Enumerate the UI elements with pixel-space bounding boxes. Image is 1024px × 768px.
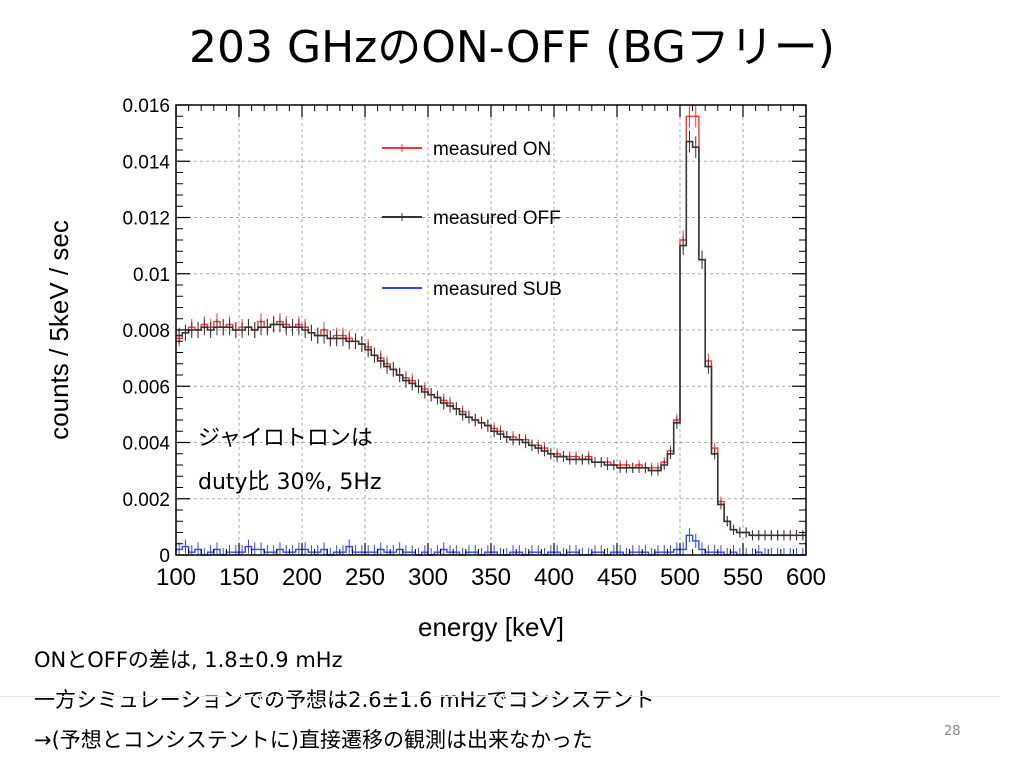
x-tick-label: 400 xyxy=(534,564,574,591)
y-tick-label: 0.008 xyxy=(122,321,170,342)
footer-line-simulation: 一方シミュレーションでの予想は2.6±1.6 mHzでコンシステント xyxy=(34,688,655,712)
annotation-gyrotron: ジャイロトロンは xyxy=(198,426,373,451)
axis-ticks: 100 150 200 250 300 350 400 450 500 550 600 0 0.002 0… xyxy=(122,96,826,591)
series-line-1 xyxy=(176,140,806,537)
y-tick-label: 0.004 xyxy=(122,434,170,455)
y-tick-label: 0.012 xyxy=(122,209,170,230)
x-tick-label: 500 xyxy=(660,564,700,591)
x-tick-label: 200 xyxy=(282,564,322,591)
x-tick-label: 300 xyxy=(408,564,448,591)
y-tick-label: 0.002 xyxy=(122,490,170,511)
x-tick-label: 450 xyxy=(597,564,637,591)
legend-label-0: measured ON xyxy=(433,139,551,160)
y-tick-label: 0.01 xyxy=(133,265,170,286)
legend-label-1: measured OFF xyxy=(433,208,561,229)
x-tick-label: 150 xyxy=(219,564,259,591)
legend-label-2: measured SUB xyxy=(433,279,562,300)
grid xyxy=(176,105,806,555)
x-tick-label: 100 xyxy=(156,564,196,591)
y-tick-label: 0.006 xyxy=(122,377,170,398)
y-tick-label: 0 xyxy=(159,546,170,567)
spectrum-chart: 100 150 200 250 300 350 400 450 500 550 600 0 0.002 0… xyxy=(44,96,826,642)
page-number: 28 xyxy=(944,724,961,739)
x-tick-label: 600 xyxy=(786,564,826,591)
divider xyxy=(0,696,1000,697)
x-tick-label: 350 xyxy=(471,564,511,591)
x-axis-label: energy [keV] xyxy=(418,612,564,642)
annotation-duty: duty比 30%, 5Hz xyxy=(198,470,382,495)
y-tick-label: 0.016 xyxy=(122,96,170,117)
footer-line-difference: ONとOFFの差は, 1.8±0.9 mHz xyxy=(34,648,343,672)
y-tick-label: 0.014 xyxy=(122,152,170,173)
x-tick-label: 250 xyxy=(345,564,385,591)
series-group xyxy=(176,105,806,556)
y-axis-label: counts / 5keV / sec xyxy=(44,220,74,440)
footer-line-conclusion: →(予想とコンシステントに)直接遷移の観測は出来なかった xyxy=(34,728,593,752)
legend: measured ON measured OFF measured SUB xyxy=(382,139,562,300)
slide-title: 203 GHzのON-OFF (BGフリー) xyxy=(189,22,835,73)
x-tick-label: 550 xyxy=(723,564,763,591)
